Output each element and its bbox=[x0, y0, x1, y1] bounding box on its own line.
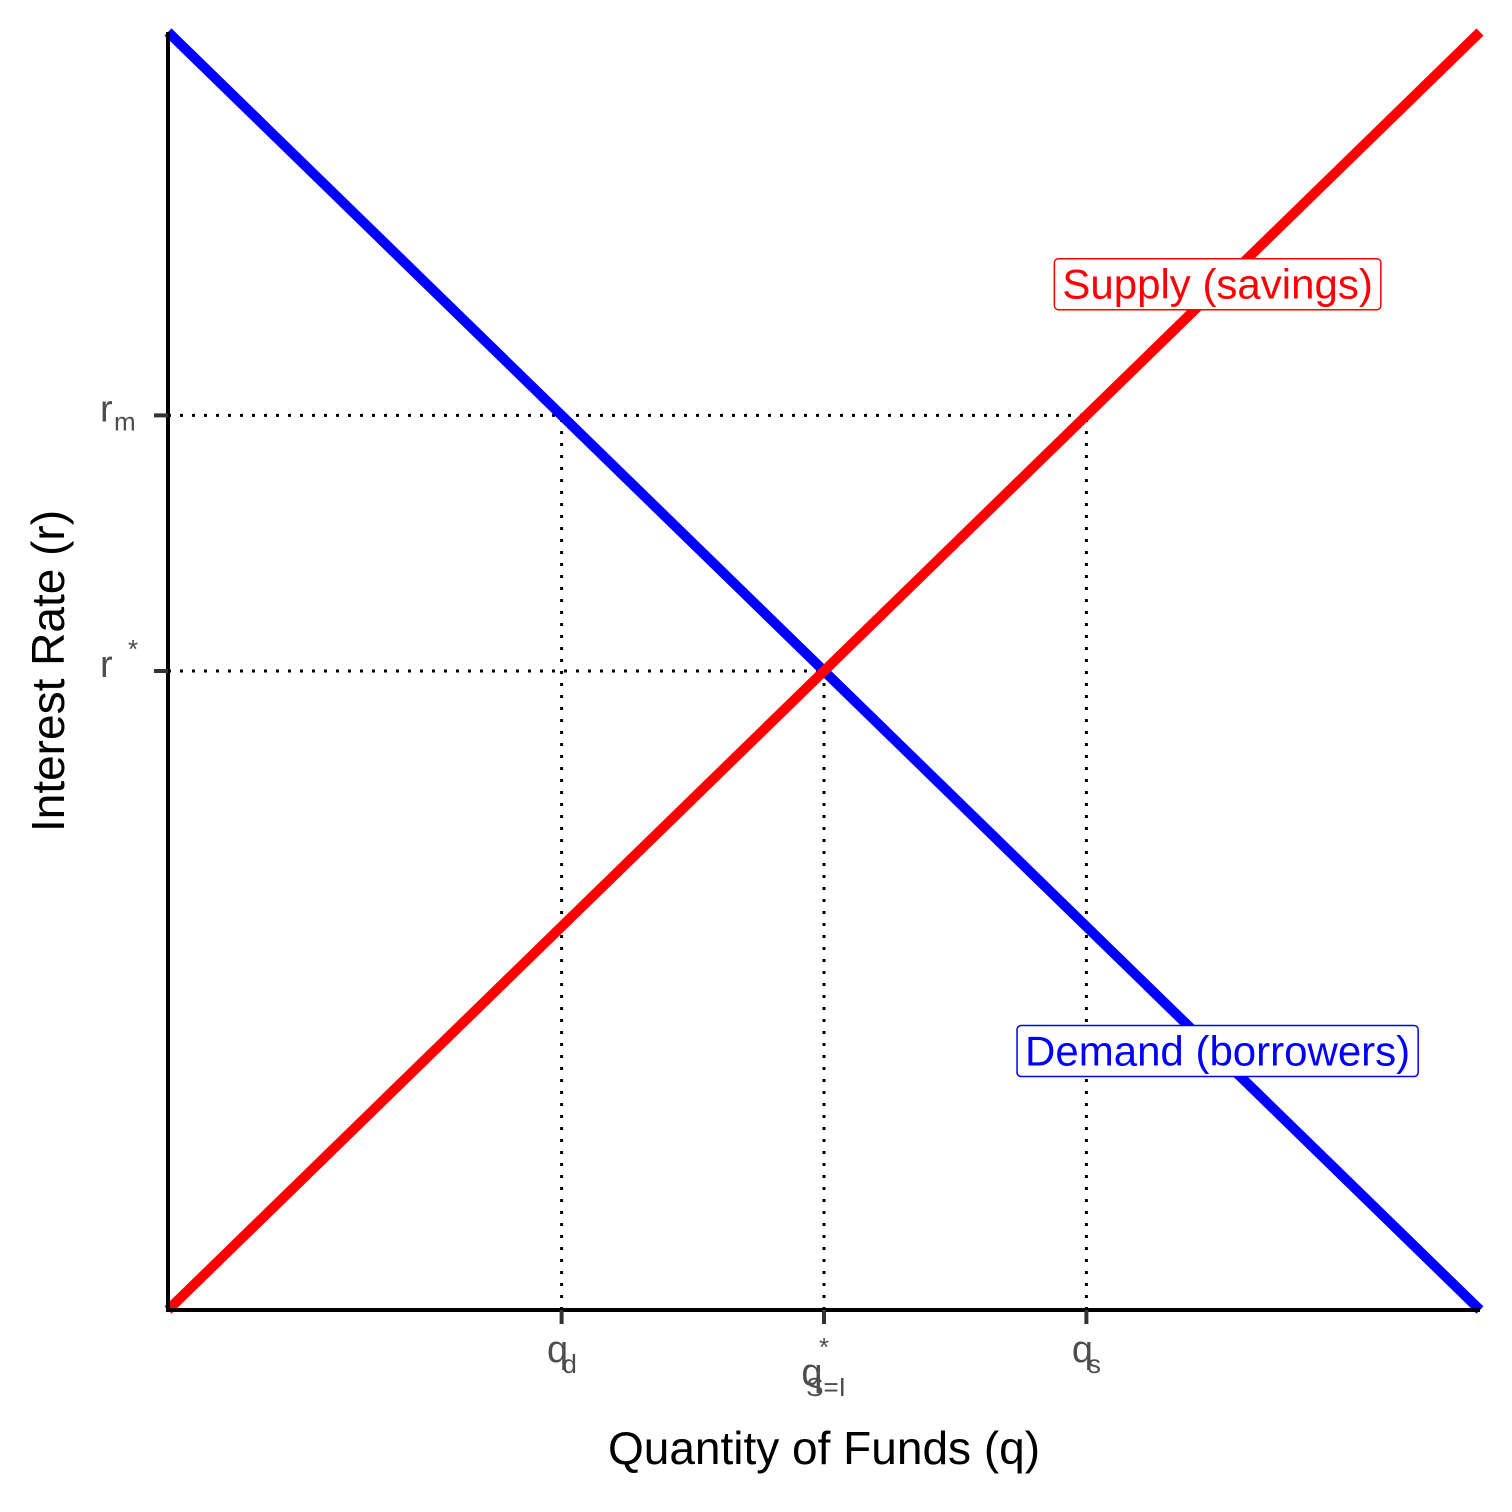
annotation-text: Demand (borrowers) bbox=[1025, 1027, 1410, 1074]
x-tick-superscript: * bbox=[819, 1332, 829, 1362]
x-tick-subscript: d bbox=[562, 1349, 576, 1379]
x-tick-label: q bbox=[547, 1329, 568, 1371]
x-tick-subscript: S=I bbox=[806, 1372, 846, 1402]
annotation-box bbox=[1053, 257, 1382, 311]
x-tick-label: q bbox=[1072, 1329, 1093, 1371]
annotation: Supply (savings) bbox=[1053, 257, 1382, 311]
annotation-text: Supply (savings) bbox=[1062, 261, 1372, 308]
x-tick-label: q bbox=[801, 1352, 822, 1394]
y-tick-label: r bbox=[100, 388, 113, 430]
y-axis-title: Interest Rate (r) bbox=[22, 510, 74, 832]
x-tick-subscript: s bbox=[1088, 1349, 1101, 1379]
series-line bbox=[164, 28, 1484, 1314]
annotation: Demand (borrowers) bbox=[1016, 1024, 1419, 1078]
y-tick-label: r bbox=[100, 644, 113, 686]
annotation-box bbox=[1016, 1024, 1419, 1078]
y-tick-superscript: * bbox=[128, 634, 138, 664]
x-axis-title: Quantity of Funds (q) bbox=[608, 1422, 1040, 1474]
y-tick-subscript: m bbox=[114, 406, 136, 436]
